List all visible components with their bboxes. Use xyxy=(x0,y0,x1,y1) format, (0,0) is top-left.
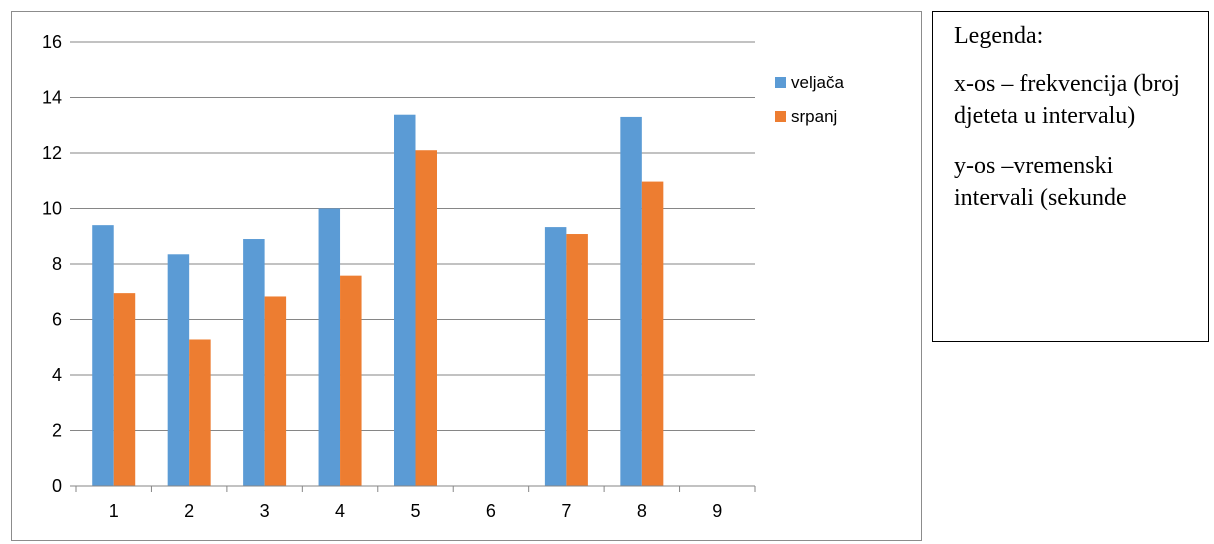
bar-series1-cat5 xyxy=(394,114,416,486)
y-tick-label: 14 xyxy=(42,88,62,108)
legend-note-box: Legenda: x-os – frekvencija (broj djetet… xyxy=(932,11,1209,342)
note-x-axis: x-os – frekvencija (broj djeteta u inter… xyxy=(954,71,1180,129)
y-tick-label: 6 xyxy=(52,310,62,330)
x-tick-label: 7 xyxy=(561,501,571,521)
bar-series1-cat8 xyxy=(620,116,642,487)
x-tick-label: 4 xyxy=(335,501,345,521)
bar-series1-cat4 xyxy=(318,208,341,486)
note-heading: Legenda: xyxy=(954,23,1044,49)
legend-label: srpanj xyxy=(791,107,837,126)
x-tick-label: 1 xyxy=(109,501,119,521)
y-tick-label: 0 xyxy=(52,476,62,496)
y-tick-label: 4 xyxy=(52,365,62,385)
bar-series2-cat1 xyxy=(113,293,136,486)
y-tick-label: 16 xyxy=(42,32,62,52)
legend-swatch xyxy=(775,111,786,122)
x-tick-label: 3 xyxy=(260,501,270,521)
x-tick-label: 8 xyxy=(637,501,647,521)
bar-series1-cat1 xyxy=(92,225,114,486)
x-tick-label: 5 xyxy=(410,501,420,521)
legend-swatch xyxy=(775,77,786,88)
bar-series2-cat5 xyxy=(415,150,437,486)
bar-series2-cat4 xyxy=(340,275,362,486)
bar-series1-cat3 xyxy=(243,239,265,486)
legend: veljača srpanj xyxy=(775,73,844,126)
bars xyxy=(92,114,664,487)
bar-series1-cat2 xyxy=(167,254,190,486)
note-y-axis: y-os –vremenski intervali (sekunde xyxy=(954,153,1127,211)
bar-series2-cat2 xyxy=(189,339,211,486)
bar-series1-cat7 xyxy=(544,227,567,486)
chart-area: 0 2 4 6 8 10 12 14 16 1 2 3 4 5 6 7 8 9 veljača srpanj xyxy=(11,11,922,541)
y-tick-label: 8 xyxy=(52,254,62,274)
x-tick-label: 9 xyxy=(712,501,722,521)
y-tick-label: 2 xyxy=(52,421,62,441)
y-tick-label: 10 xyxy=(42,199,62,219)
bar-series2-cat7 xyxy=(566,234,588,486)
x-tick-label: 2 xyxy=(184,501,194,521)
bar-series2-cat8 xyxy=(641,181,664,486)
x-tick-label: 6 xyxy=(486,501,496,521)
bar-series2-cat3 xyxy=(264,296,287,486)
legend-label: veljača xyxy=(791,73,844,92)
y-tick-label: 12 xyxy=(42,143,62,163)
